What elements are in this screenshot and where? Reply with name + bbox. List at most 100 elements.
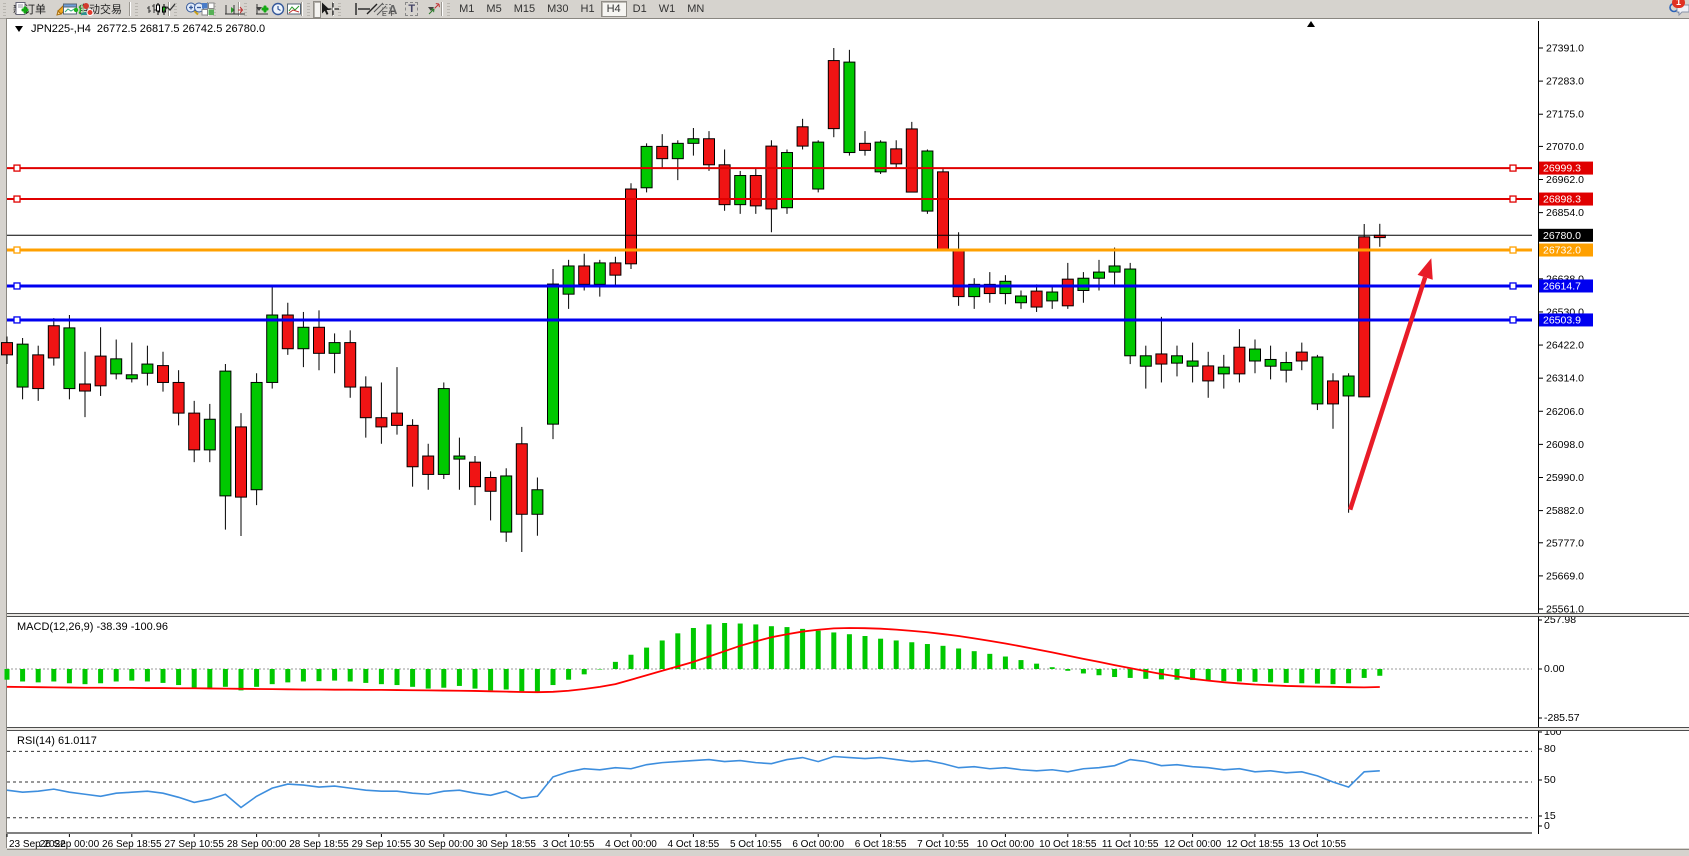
time-tick-label: 23 Sep 2022 (9, 839, 66, 850)
toolbar-grip (135, 2, 138, 16)
candle (1327, 380, 1339, 405)
toolbar-grip (447, 2, 451, 16)
timeframe-h4[interactable]: H4 (600, 1, 627, 17)
candle (765, 145, 778, 210)
trend-arrow[interactable] (1348, 258, 1433, 511)
candle (16, 343, 29, 388)
horizontal-line-tool-button[interactable] (352, 1, 370, 18)
line-handle[interactable] (13, 316, 21, 324)
horizontal-line-26614.7[interactable] (7, 282, 1532, 290)
macd-panel[interactable] (4, 617, 1532, 727)
crosshair-tool-button[interactable] (321, 1, 339, 18)
horizontal-line-26999.3[interactable] (7, 164, 1532, 172)
candle (952, 248, 965, 298)
text-tool-button[interactable]: A (384, 1, 401, 18)
rsi-panel[interactable] (6, 731, 1532, 834)
templates-button[interactable] (282, 1, 301, 18)
candles-group[interactable] (1, 48, 1386, 552)
new-order-icon (15, 2, 29, 15)
line-handle[interactable] (1509, 282, 1517, 290)
bar-chart-button[interactable] (141, 1, 160, 18)
candle (437, 388, 450, 475)
auto-trading-button[interactable]: 自动交易 (74, 1, 126, 18)
periods-button[interactable] (266, 1, 285, 18)
chart-area: JPN225-,H4 26772.5 26817.5 26742.5 26780… (1, 18, 1689, 856)
symbol-dropdown-icon[interactable] (15, 26, 23, 32)
fibonacci-tool-button[interactable]: F (376, 1, 395, 18)
candle (874, 141, 887, 173)
svg-text:26898.3: 26898.3 (1543, 194, 1581, 206)
tile-windows-icon (201, 2, 215, 16)
time-tick-label: 6 Oct 18:55 (855, 839, 907, 850)
candle (422, 455, 435, 475)
macd-signal-line (6, 627, 1380, 694)
timeframe-m15[interactable]: M15 (508, 1, 541, 17)
price-tick-label: 26314.0 (1546, 373, 1584, 385)
chat-button[interactable] (1671, 1, 1689, 18)
fibonacci-icon: F (382, 4, 395, 18)
main-price-chart[interactable] (1, 21, 1532, 613)
timeframe-w1[interactable]: W1 (653, 1, 682, 17)
candle (609, 262, 622, 276)
new-order-button[interactable]: 新订单 (9, 1, 50, 18)
line-handle[interactable] (13, 164, 21, 172)
horizontal-line-26732.0[interactable] (7, 246, 1532, 254)
horizontal-line-26898.3[interactable] (7, 195, 1532, 203)
candle (1093, 271, 1105, 279)
chart-shift-button[interactable] (227, 1, 245, 18)
line-handle[interactable] (1509, 195, 1517, 203)
timeframe-m5[interactable]: M5 (480, 1, 507, 17)
scroll-to-end-icon[interactable] (1307, 21, 1315, 27)
vertical-line-tool-button[interactable] (344, 1, 357, 18)
highlighter-button[interactable] (50, 1, 68, 18)
panel-splitter[interactable] (7, 613, 1689, 617)
candle (110, 358, 123, 375)
timeframe-h1[interactable]: H1 (575, 1, 601, 17)
timeframe-d1[interactable]: D1 (627, 1, 653, 17)
clock-icon (271, 2, 285, 16)
timeframe-m30[interactable]: M30 (541, 1, 574, 17)
indicators-button[interactable] (250, 1, 269, 18)
candle (500, 475, 513, 533)
candle (235, 426, 247, 498)
arrows-tool-button[interactable] (422, 1, 441, 18)
trendline-tool-button[interactable] (360, 1, 378, 18)
auto-scroll-button[interactable] (219, 1, 237, 18)
line-handle[interactable] (1509, 246, 1517, 254)
tile-windows-button[interactable] (196, 1, 215, 18)
price-axis[interactable]: 27391.0 27283.0 27175.0 27070.0 26962.0 26854… (1532, 21, 1689, 849)
horizontal-line-26503.9[interactable] (7, 316, 1532, 324)
panel-splitter[interactable] (7, 727, 1689, 731)
timeframe-m1[interactable]: M1 (453, 1, 480, 17)
candle (1233, 346, 1246, 375)
line-handle[interactable] (1509, 316, 1517, 324)
cursor-tool-button[interactable] (313, 0, 330, 18)
search-button[interactable] (1663, 1, 1682, 18)
svg-text:26999.3: 26999.3 (1543, 163, 1581, 175)
toolbar-separator (332, 2, 334, 16)
candlestick-chart-button[interactable] (149, 1, 166, 18)
line-handle[interactable] (13, 246, 21, 254)
candle (47, 325, 60, 359)
candle (1061, 278, 1074, 307)
candle (1139, 355, 1152, 367)
candle (749, 175, 762, 207)
toolbar-separator (238, 2, 240, 16)
timeframe-mn[interactable]: MN (681, 1, 710, 17)
text-label-tool-button[interactable]: T (401, 1, 422, 18)
candle (125, 374, 138, 380)
candle (1295, 351, 1308, 362)
price-tick-label: 26206.0 (1546, 406, 1584, 418)
macd-histogram (4, 622, 1383, 693)
line-handle[interactable] (1509, 164, 1517, 172)
svg-text:F: F (391, 11, 395, 18)
toolbar: 新订单 (0, 0, 1689, 19)
line-chart-button[interactable] (157, 1, 176, 18)
line-handle[interactable] (13, 195, 21, 203)
zoom-in-button[interactable] (180, 1, 199, 18)
line-handle[interactable] (13, 282, 21, 290)
channel-tool-button[interactable]: E (368, 1, 387, 18)
candle (453, 455, 466, 460)
